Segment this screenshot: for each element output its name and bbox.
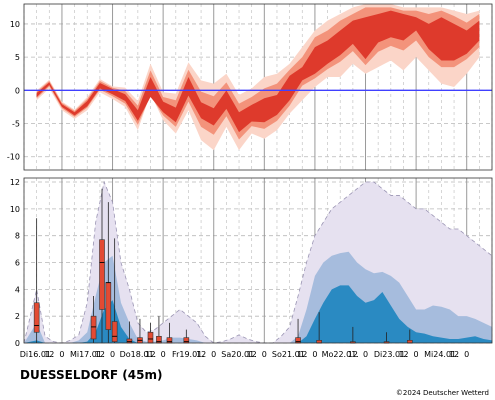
precip-xtick-label: 12: [196, 350, 206, 359]
boxplot-box: [183, 337, 190, 344]
precip-xtick-label: Di16.01.: [20, 350, 54, 359]
precip-xtick-label: 0: [110, 350, 115, 359]
precip-ytick-label: 12: [10, 178, 20, 187]
boxplot-box: [166, 337, 173, 344]
precip-ytick-label: 4: [15, 285, 20, 294]
precip-xtick-label: Mi17.01.: [70, 350, 105, 359]
precip-xtick-label: 0: [59, 350, 64, 359]
precip-xtick-label: Fr19.01.: [172, 350, 205, 359]
precip-xtick-label: 12: [348, 350, 358, 359]
temperature-panel: -10 -5 0 5 10: [7, 3, 493, 171]
temp-ytick-label: 10: [10, 20, 20, 29]
precip-xtick-label: Do18.01.: [120, 350, 157, 359]
boxplot-box: [99, 239, 105, 310]
temp-band-inner: [36, 10, 480, 133]
precip-ytick-label: 8: [15, 232, 20, 241]
precip-xtick-label: Sa20.01.: [221, 350, 256, 359]
precip-xtick-label: 0: [464, 350, 469, 359]
precip-ytick-label: 0: [15, 339, 20, 348]
precip-band-inner: [24, 285, 492, 343]
precip-outer-outline: [23, 180, 493, 344]
precip-ytick-label: 10: [10, 205, 20, 214]
boxplot-box: [105, 282, 112, 330]
temp-ytick-label: 0: [15, 86, 20, 95]
precip-xtick-label: 0: [211, 350, 216, 359]
boxplot-box: [147, 331, 154, 344]
precip-xtick-label: 12: [44, 350, 54, 359]
precip-xtick-label: 12: [247, 350, 257, 359]
copyright-text: ©2024 Deutscher Wetterd: [395, 389, 489, 397]
precip-frame: [23, 177, 493, 344]
precip-xtick-label: Mo22.01.: [322, 350, 359, 359]
precip-xtick-label: 0: [161, 350, 166, 359]
precip-xtick-label: 12: [145, 350, 155, 359]
boxplot-box: [295, 337, 301, 344]
boxplot-box: [90, 315, 97, 340]
precip-xtick-label: 0: [312, 350, 317, 359]
precip-xtick-label: 0: [414, 350, 419, 359]
boxplot-box: [111, 321, 118, 342]
precip-xtick-label: 0: [262, 350, 267, 359]
precip-ytick-label: 6: [15, 259, 20, 268]
precip-xtick-label: 12: [398, 350, 408, 359]
precip-xtick-label: 12: [449, 350, 459, 359]
precip-xtick-label: 12: [297, 350, 307, 359]
precip-xtick-label: So21.01.: [272, 350, 307, 359]
boxplot-box: [126, 338, 133, 344]
temp-ytick-label: -10: [7, 153, 20, 162]
boxplot-box: [33, 302, 40, 333]
precip-ytick-label: 2: [15, 312, 20, 321]
temp-ytick-label: -5: [12, 120, 20, 129]
precip-xtick-label: 0: [363, 350, 368, 359]
station-label: DUESSELDORF (45m): [20, 368, 163, 382]
precip-xtick-label: Di23.01.: [374, 350, 408, 359]
precip-xtick-label: 12: [95, 350, 105, 359]
temp-frame: [23, 3, 493, 171]
precip-xtick-label: Mi24.01.: [424, 350, 459, 359]
temp-ytick-label: 5: [15, 53, 20, 62]
